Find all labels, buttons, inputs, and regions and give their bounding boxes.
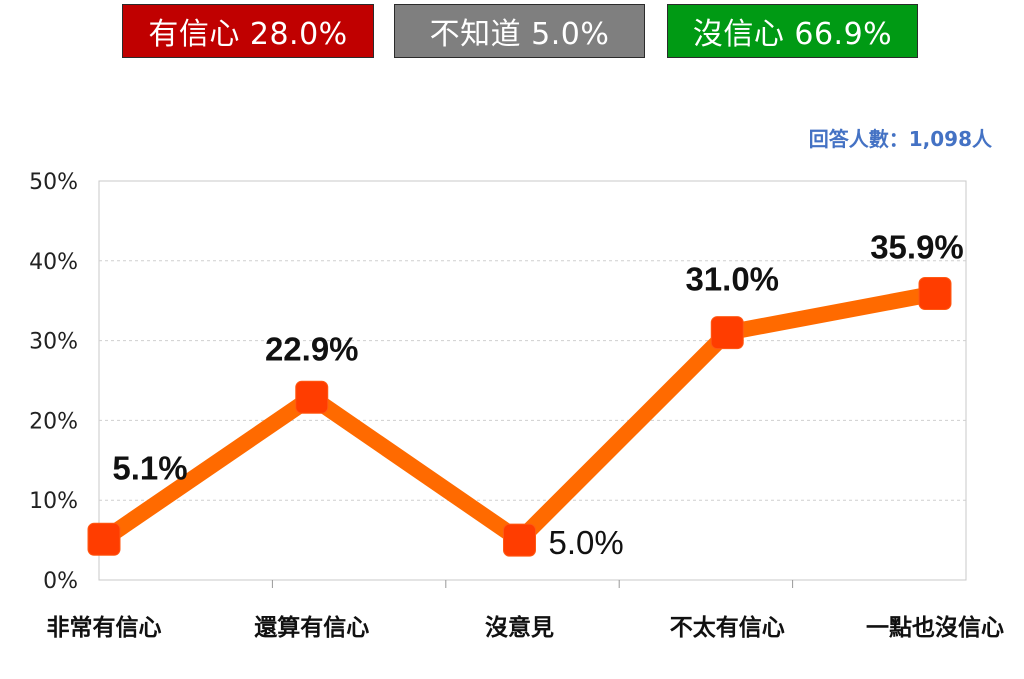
y-tick-label: 0% [43,569,78,594]
data-point [710,316,744,350]
x-category-label: 還算有信心 [254,614,369,641]
y-tick-label: 40% [29,250,78,275]
series-line [99,285,937,551]
x-category-label: 非常有信心 [47,614,162,641]
y-tick-label: 10% [29,489,78,514]
data-point [918,277,952,311]
data-label: 31.0% [685,261,779,298]
y-tick-label: 20% [29,409,78,434]
x-category-label: 不太有信心 [670,614,785,641]
data-point [503,523,536,557]
badge-unknown: 不知道 5.0% [394,4,645,58]
y-tick-label: 30% [29,330,78,355]
data-point [295,380,329,414]
x-category-label: 沒意見 [485,614,554,641]
data-label: 5.0% [549,524,624,561]
respondent-count: 回答人數：1,098人 [808,127,992,151]
plot-area [98,180,967,581]
badge-not-confident: 沒信心 66.9% [667,4,918,58]
data-point [87,522,121,556]
data-label: 5.1% [112,449,187,486]
badge-confident: 有信心 28.0% [122,4,374,58]
data-label: 22.9% [265,330,359,367]
y-tick-label: 50% [29,170,78,195]
data-label: 35.9% [870,229,964,266]
x-category-label: 一點也沒信心 [866,614,1004,641]
